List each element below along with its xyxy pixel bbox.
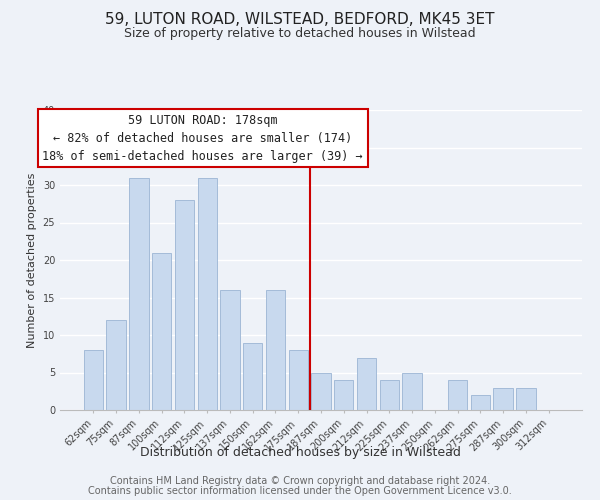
Text: Distribution of detached houses by size in Wilstead: Distribution of detached houses by size … xyxy=(140,446,460,459)
Bar xyxy=(106,320,126,410)
Text: Contains HM Land Registry data © Crown copyright and database right 2024.: Contains HM Land Registry data © Crown c… xyxy=(110,476,490,486)
Y-axis label: Number of detached properties: Number of detached properties xyxy=(27,172,37,348)
Bar xyxy=(311,372,331,410)
Bar xyxy=(516,388,536,410)
Bar xyxy=(84,350,103,410)
Bar xyxy=(220,290,239,410)
Bar xyxy=(448,380,467,410)
Bar xyxy=(403,372,422,410)
Bar xyxy=(152,252,172,410)
Bar xyxy=(266,290,285,410)
Bar xyxy=(243,342,262,410)
Text: Contains public sector information licensed under the Open Government Licence v3: Contains public sector information licen… xyxy=(88,486,512,496)
Bar xyxy=(493,388,513,410)
Text: 59, LUTON ROAD, WILSTEAD, BEDFORD, MK45 3ET: 59, LUTON ROAD, WILSTEAD, BEDFORD, MK45 … xyxy=(105,12,495,28)
Bar xyxy=(380,380,399,410)
Bar xyxy=(289,350,308,410)
Bar xyxy=(129,178,149,410)
Text: Size of property relative to detached houses in Wilstead: Size of property relative to detached ho… xyxy=(124,28,476,40)
Bar xyxy=(197,178,217,410)
Bar xyxy=(357,358,376,410)
Bar xyxy=(175,200,194,410)
Bar xyxy=(334,380,353,410)
Text: 59 LUTON ROAD: 178sqm
← 82% of detached houses are smaller (174)
18% of semi-det: 59 LUTON ROAD: 178sqm ← 82% of detached … xyxy=(43,114,363,163)
Bar xyxy=(470,395,490,410)
